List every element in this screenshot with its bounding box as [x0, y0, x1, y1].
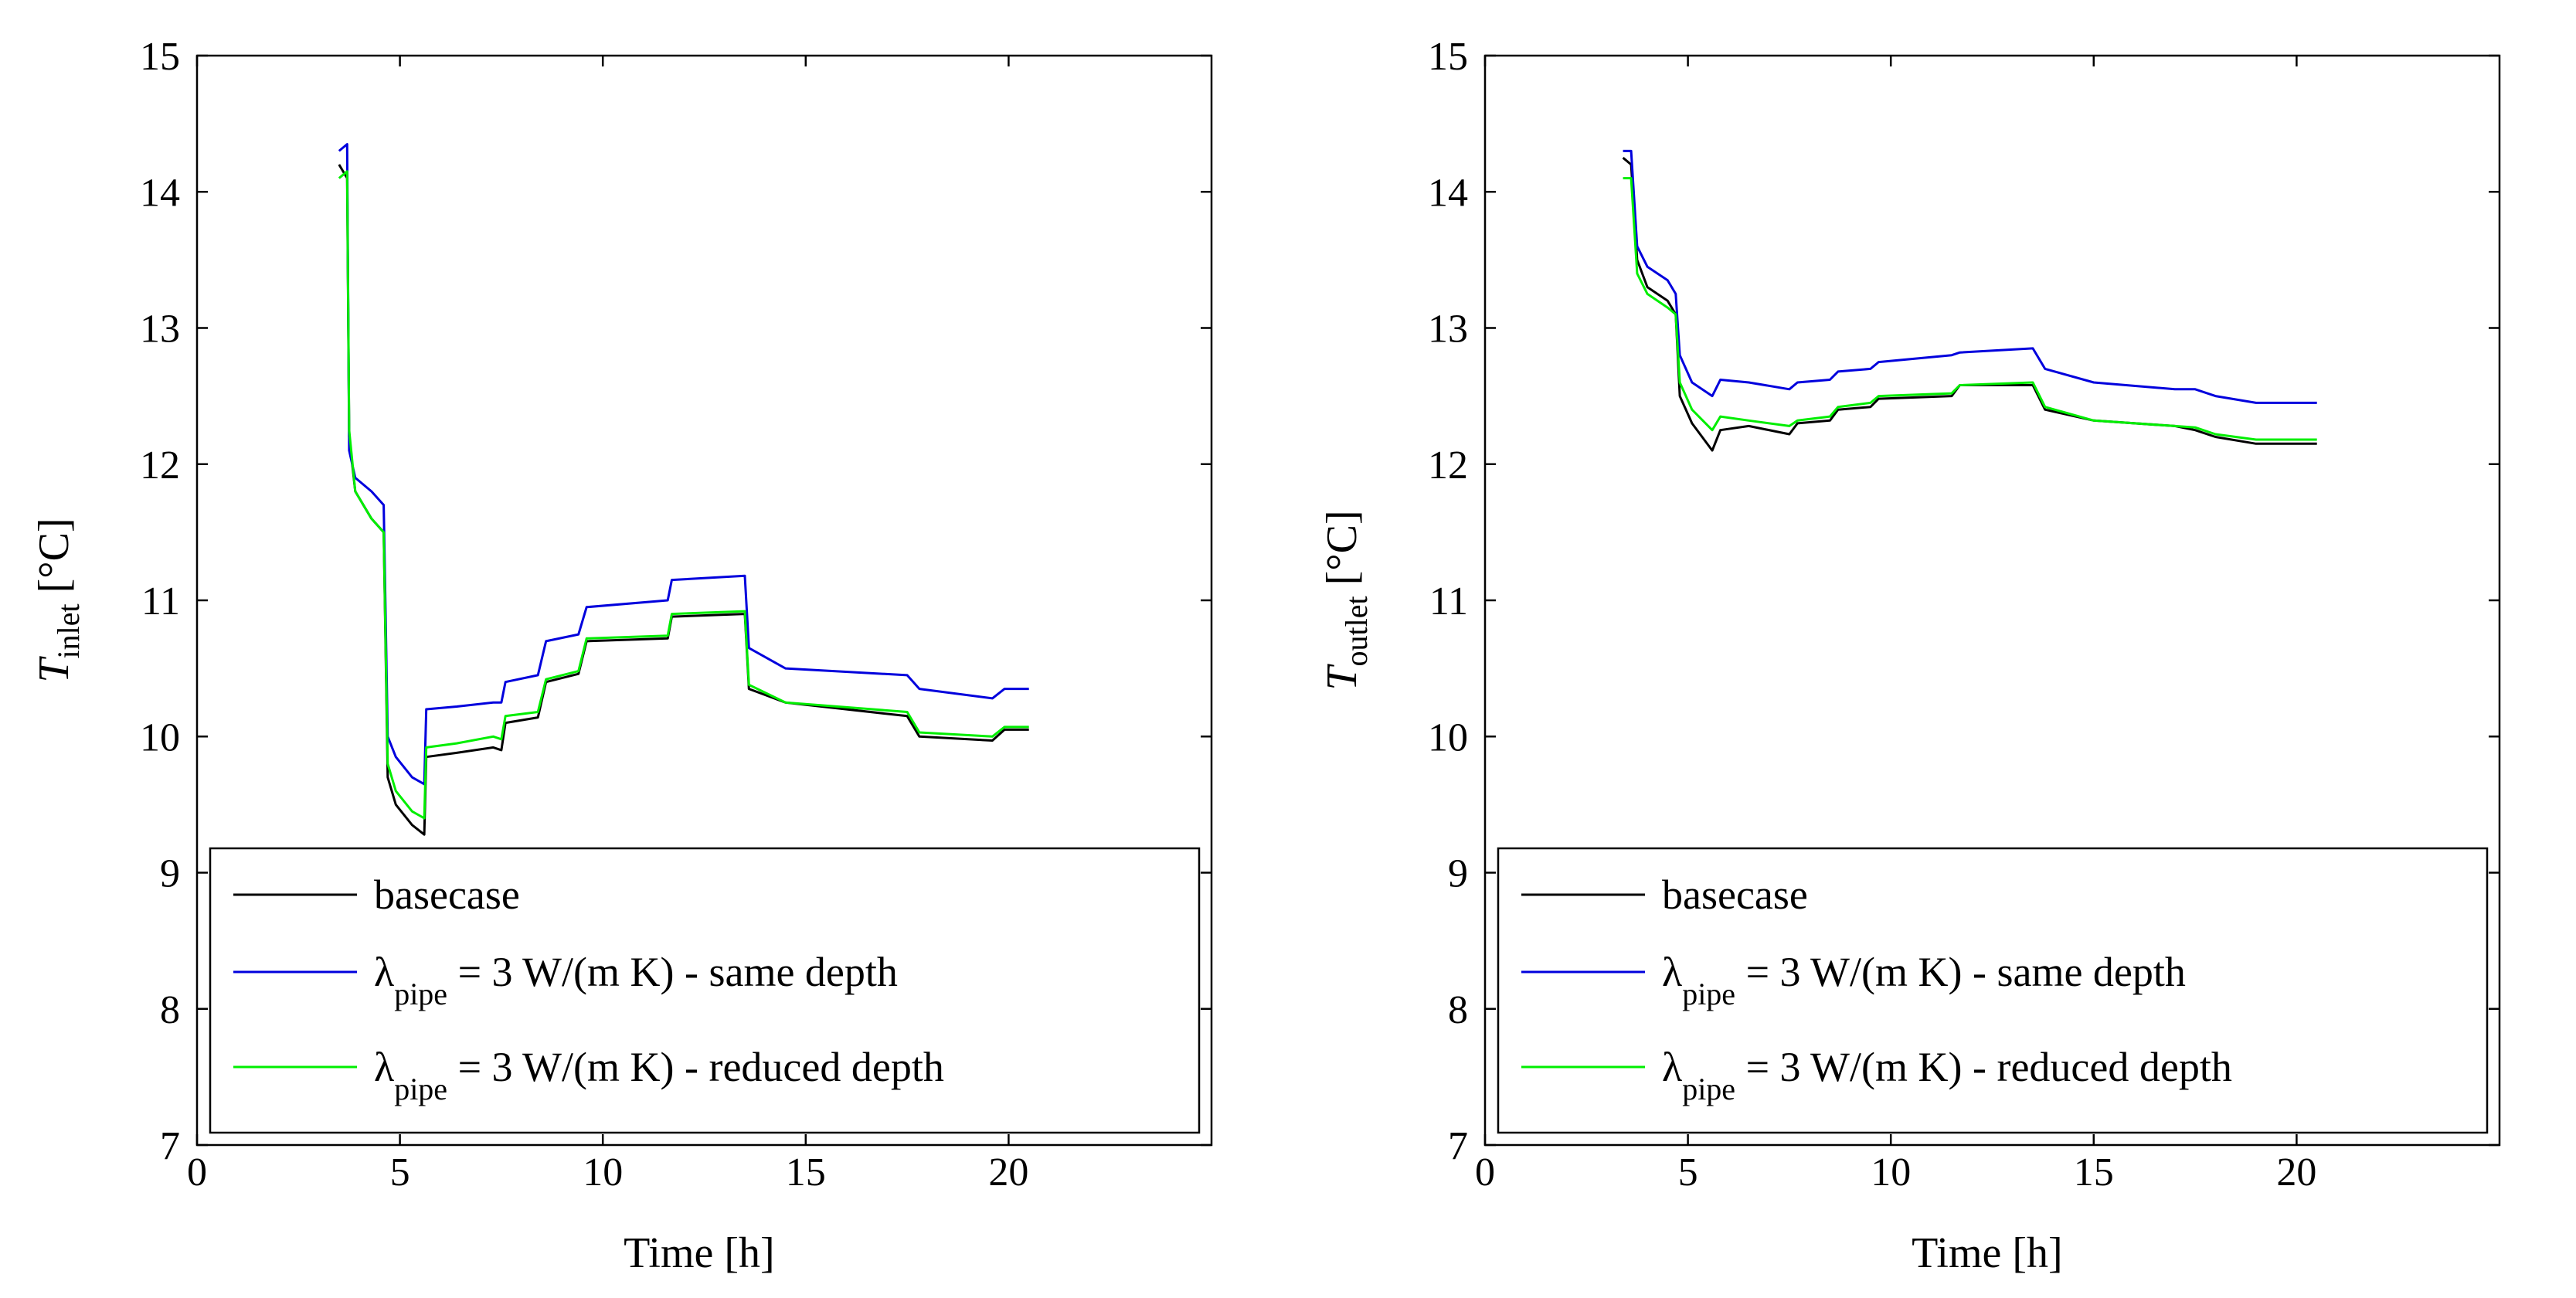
- legend-entry-3: λpipe = 3 W/(m K) - reduced depth: [374, 1044, 944, 1106]
- legend-entry-rest: = 3 W/(m K) - same depth: [1735, 949, 2186, 995]
- y-tick-label: 10: [140, 715, 180, 759]
- legend-entry-subscript: pipe: [1682, 977, 1735, 1011]
- y-tick-label: 9: [160, 852, 180, 896]
- y-tick-label: 14: [1428, 171, 1468, 215]
- y-axis-label: Toutlet [°C]: [1318, 510, 1374, 690]
- y-axis-label-unit: [°C]: [1318, 510, 1366, 596]
- legend-entry-rest: = 3 W/(m K) - reduced depth: [1735, 1044, 2232, 1090]
- y-tick-label: 13: [1428, 308, 1468, 352]
- legend-entry-main: λ: [374, 949, 394, 995]
- legend-entry-main: λ: [374, 1044, 394, 1090]
- x-tick-label: 0: [1475, 1150, 1495, 1194]
- legend-entry-subscript: pipe: [394, 977, 447, 1011]
- y-tick-label: 9: [1448, 852, 1468, 896]
- y-axis-label-subscript: inlet: [51, 603, 86, 658]
- x-tick-label: 15: [2074, 1150, 2114, 1194]
- legend-entry-3: λpipe = 3 W/(m K) - reduced depth: [1662, 1044, 2232, 1106]
- series-line-2: [338, 143, 1029, 786]
- legend-entry-subscript: pipe: [394, 1072, 447, 1106]
- legend-box: [1497, 847, 2489, 1134]
- legend-entry-rest: = 3 W/(m K) - reduced depth: [447, 1044, 944, 1090]
- y-axis-label-subscript: outlet: [1339, 596, 1374, 666]
- legend-entry-subscript: pipe: [1682, 1072, 1735, 1106]
- y-axis-label-symbol: T: [30, 656, 78, 683]
- legend-entry-main: λ: [1662, 1044, 1682, 1090]
- legend-entry-rest: = 3 W/(m K) - same depth: [447, 949, 898, 995]
- inlet-chart-panel: 0 5 10 15 20 7 8 9 10 11 12 13 14 15 Time [h] Tinlet [°…: [30, 35, 1213, 1277]
- outlet-chart-panel: 0 5 10 15 20 7 8 9 10 11 12 13 14 15 Time [h] Toutlet […: [1288, 0, 2576, 1298]
- x-tick-label: 5: [390, 1150, 410, 1194]
- x-tick-label: 10: [1871, 1150, 1911, 1194]
- y-axis-label-symbol: T: [1318, 664, 1366, 691]
- x-tick-label: 0: [187, 1150, 207, 1194]
- y-tick-label: 12: [1428, 443, 1468, 488]
- y-axis-label: Tinlet [°C]: [30, 518, 86, 682]
- legend-entry-1: basecase: [1662, 872, 1808, 918]
- y-tick-label: 7: [160, 1124, 180, 1168]
- y-tick-label: 12: [140, 443, 180, 488]
- x-tick-label: 20: [2276, 1150, 2316, 1194]
- x-axis-label: Time [h]: [624, 1229, 775, 1277]
- y-tick-label: 15: [140, 35, 180, 79]
- x-tick-label: 5: [1678, 1150, 1698, 1194]
- y-tick-label: 11: [1429, 579, 1468, 624]
- legend-entry-main: basecase: [1662, 872, 1808, 918]
- y-tick-label: 8: [160, 988, 180, 1032]
- x-tick-label: 10: [583, 1150, 623, 1194]
- y-tick-label: 15: [1428, 35, 1468, 79]
- y-tick-label: 11: [141, 579, 180, 624]
- y-tick-label: 14: [140, 171, 180, 215]
- legend-entry-1: basecase: [374, 872, 520, 918]
- legend-entry-2: λpipe = 3 W/(m K) - same depth: [1662, 949, 2186, 1011]
- y-tick-label: 10: [1428, 715, 1468, 759]
- legend-entry-2: λpipe = 3 W/(m K) - same depth: [374, 949, 898, 1011]
- y-tick-label: 13: [140, 308, 180, 352]
- series-line-3: [1623, 177, 2317, 441]
- legend-entry-main: basecase: [374, 872, 520, 918]
- y-tick-label: 8: [1448, 988, 1468, 1032]
- y-axis-label-unit: [°C]: [30, 518, 78, 603]
- x-tick-label: 20: [988, 1150, 1028, 1194]
- y-tick-label: 7: [1448, 1124, 1468, 1168]
- x-tick-label: 15: [786, 1150, 826, 1194]
- x-axis-label: Time [h]: [1912, 1229, 2063, 1277]
- legend-box: [209, 847, 1201, 1134]
- legend-entry-main: λ: [1662, 949, 1682, 995]
- series-line-2: [1623, 149, 2317, 404]
- series-line-3: [338, 170, 1029, 820]
